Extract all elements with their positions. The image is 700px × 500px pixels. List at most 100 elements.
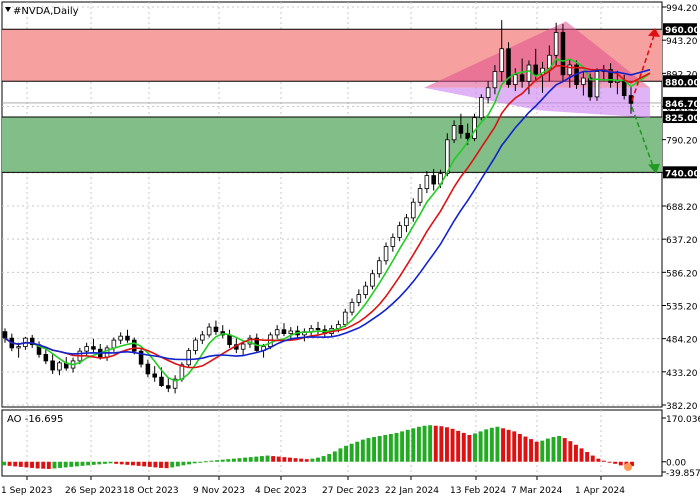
ao-bar-down (439, 426, 444, 462)
ao-bar-up (428, 425, 433, 462)
candle-down (315, 327, 321, 331)
ao-bar-up (383, 434, 388, 462)
level-tag-label: 880.00 (665, 78, 700, 88)
ao-bar-up (394, 432, 399, 462)
ao-bar-down (125, 461, 130, 465)
ao-bar-up (237, 458, 242, 462)
ao-bar-down (456, 430, 461, 462)
ao-bar-up (192, 461, 197, 464)
x-tick-label: 7 Mar 2024 (511, 486, 563, 496)
ao-bar-up (405, 429, 410, 462)
candle-down (50, 360, 55, 371)
ao-bar-up (327, 454, 332, 462)
candle-up (200, 334, 205, 341)
ao-tick-label: 0.00 (666, 459, 686, 469)
candle-up (240, 343, 246, 350)
candle-down (431, 175, 436, 185)
candle-up (513, 74, 518, 85)
candle-up (492, 71, 498, 89)
candle-up (376, 260, 382, 275)
candle-up (288, 330, 294, 334)
ao-bar-down (276, 456, 281, 462)
ao-bar-down (467, 434, 472, 462)
candle-down (506, 48, 511, 85)
candle-up (594, 71, 600, 98)
candle-up (404, 217, 409, 227)
ao-bar-down (562, 438, 567, 462)
ao-bar-down (501, 428, 505, 462)
ao-bar-down (568, 441, 573, 462)
ao-bar-up (170, 461, 175, 468)
ao-bar-down (119, 461, 124, 465)
price-axis: 994.20943.20892.20841.20790.20739.20688.… (662, 4, 698, 412)
ao-bar-up (310, 458, 315, 462)
ao-bar-down (41, 461, 46, 469)
candle-down (138, 350, 144, 365)
ao-histogram (2, 425, 634, 472)
ao-bar-up (220, 459, 225, 462)
time-axis: 1 Sep 2023 26 Sep 2023 18 Oct 2023 9 Nov 20… (1, 476, 625, 496)
ao-bar-down (450, 428, 455, 462)
ao-bar-down (607, 461, 612, 463)
ao-bar-down (24, 461, 29, 468)
candle-up (479, 97, 484, 119)
y-tick-label: 790.20 (666, 137, 698, 147)
ao-bar-up (540, 440, 545, 462)
candle-down (533, 64, 539, 76)
ao-bar-down (461, 432, 466, 462)
ao-bar-up (254, 456, 259, 462)
candle-up (615, 80, 620, 83)
y-tick-label: 943.20 (666, 37, 698, 47)
candle-down (519, 74, 525, 82)
ma-line-2 (4, 68, 651, 361)
y-tick-label: 535.20 (666, 303, 698, 313)
ao-bar-down (529, 439, 534, 462)
candle-down (132, 339, 137, 352)
ao-bar-down (506, 429, 511, 462)
y-tick-label: 484.20 (666, 336, 698, 346)
x-tick-label: 13 Feb 2024 (450, 486, 506, 496)
ao-bar-up (187, 461, 191, 465)
ao-bar-down (517, 433, 522, 462)
candle-up (356, 294, 362, 303)
ao-bar-up (2, 461, 6, 466)
ao-bar-down (142, 461, 147, 467)
candle-up (553, 32, 559, 56)
arrow-up-head (648, 27, 660, 38)
ao-bar-up (203, 461, 208, 463)
ao-bar-up (388, 433, 393, 462)
candle-down (2, 331, 8, 339)
candle-up (111, 339, 117, 349)
candle-up (526, 64, 532, 82)
ao-bar-down (590, 455, 595, 462)
ao-bar-down (293, 458, 298, 462)
candle-down (43, 354, 49, 362)
candle-up (342, 311, 348, 325)
candle-down (213, 326, 219, 333)
ao-bar-down (147, 461, 152, 467)
ao-axis: 170.036 0.00-39.857 (662, 415, 700, 479)
y-tick-label: 433.20 (666, 369, 698, 379)
ao-bar-down (596, 458, 601, 462)
ao-bar-down (512, 431, 517, 462)
level-tag-box (663, 23, 697, 36)
candle-down (621, 80, 627, 96)
ao-bar-up (316, 457, 320, 462)
chart-title: #NVDA,Daily (13, 6, 79, 17)
level-tags: 960.00 880.00 846.70 825.00 740.00 (663, 23, 700, 179)
level-tag-label: 846.70 (665, 100, 700, 110)
ao-bar-up (181, 461, 186, 466)
candle-up (370, 273, 375, 287)
ao-bar-down (136, 461, 141, 466)
ao-bar-up (91, 461, 96, 465)
ao-bar-down (282, 457, 287, 462)
candle-up (84, 346, 89, 352)
ao-bar-down (523, 436, 528, 462)
x-tick-label: 22 Jan 2024 (385, 486, 439, 496)
ao-bar-up (243, 457, 248, 462)
ao-bar-up (372, 437, 377, 462)
triangle-violet (424, 87, 650, 118)
ao-bar-down (445, 427, 449, 462)
ao-bar-up (209, 460, 214, 462)
candle-up (581, 77, 586, 85)
